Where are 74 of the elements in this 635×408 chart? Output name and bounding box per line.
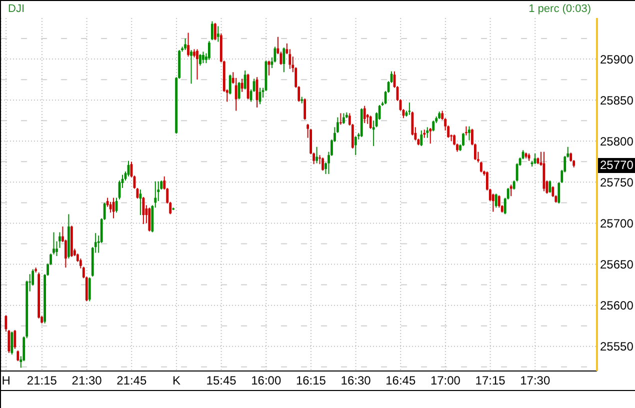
candlestick [462, 132, 464, 147]
candlestick [14, 329, 16, 350]
candlestick [432, 120, 435, 132]
candlestick [16, 350, 20, 362]
candlestick [408, 102, 411, 116]
x-tick-label: 16:15 [296, 374, 326, 388]
candlestick [199, 54, 202, 66]
candlestick [510, 184, 512, 197]
candlestick [136, 187, 139, 200]
candlestick [480, 161, 482, 173]
candlestick [548, 180, 552, 194]
x-tick-label: H [2, 374, 10, 388]
candlestick [512, 180, 516, 190]
candlestick [58, 232, 61, 248]
x-tick-label: 16:30 [340, 374, 372, 388]
candlestick [202, 51, 204, 64]
candlestick [498, 194, 500, 208]
x-tick-label: 21:30 [72, 374, 102, 388]
candlestick [88, 276, 91, 302]
candlestick [184, 38, 186, 51]
candlestick [494, 193, 498, 208]
candlestick [426, 126, 429, 138]
candlestick [304, 98, 306, 120]
candlestick [208, 40, 210, 60]
candlestick [420, 130, 423, 147]
candlestick [288, 48, 292, 70]
candlestick [228, 74, 232, 95]
y-tick-label: 25850 [600, 93, 634, 108]
chart-subtitle: 1 perc (0:03) [528, 2, 591, 16]
candlestick [196, 48, 198, 80]
candlestick [210, 20, 214, 41]
candlestick [142, 196, 145, 225]
candlestick [240, 78, 244, 92]
candlestick [465, 126, 468, 136]
candlestick [354, 136, 357, 156]
candlestick [492, 193, 494, 212]
candlestick [139, 189, 142, 216]
x-tick-label: 17:15 [475, 374, 506, 388]
candlestick [369, 115, 372, 130]
x-tick-label: 21:15 [26, 374, 58, 388]
candlestick [429, 128, 432, 144]
y-tick-label: 25650 [600, 258, 634, 272]
x-tick-label: 17:30 [520, 374, 550, 388]
x-tick-label: K [172, 374, 180, 388]
chart-title: DJI [8, 2, 24, 16]
candlestick [190, 50, 192, 84]
candlestick [52, 232, 55, 255]
candlestick [214, 22, 216, 41]
y-tick-label: 25600 [600, 298, 634, 313]
x-tick-label: 16:00 [251, 374, 282, 388]
text: 25770 [598, 158, 635, 173]
candlestick [148, 207, 151, 232]
candlestick [316, 146, 318, 164]
y-tick-label: 25550 [600, 340, 634, 354]
candlestick [234, 77, 238, 112]
candlestick [558, 182, 560, 204]
x-tick-label: 16:45 [386, 374, 416, 388]
candlestick [216, 26, 220, 42]
y-tick-label: 25900 [600, 52, 634, 66]
x-tick-label: 17:00 [430, 374, 461, 388]
candlestick [363, 105, 366, 124]
candlestick [339, 112, 342, 126]
x-tick-label: 21:45 [116, 374, 147, 388]
candlestick [322, 157, 324, 172]
candlestick [10, 331, 14, 356]
y-tick-label: 25800 [600, 134, 634, 148]
candlestick [238, 82, 240, 100]
y-tick-label: 25750 [600, 175, 634, 190]
candlestick [342, 112, 345, 124]
candlestick [468, 126, 470, 141]
candlestick [187, 32, 190, 58]
x-tick-label: 15:45 [206, 374, 237, 388]
y-tick-label: 25700 [600, 216, 634, 230]
candlestick [282, 47, 286, 73]
